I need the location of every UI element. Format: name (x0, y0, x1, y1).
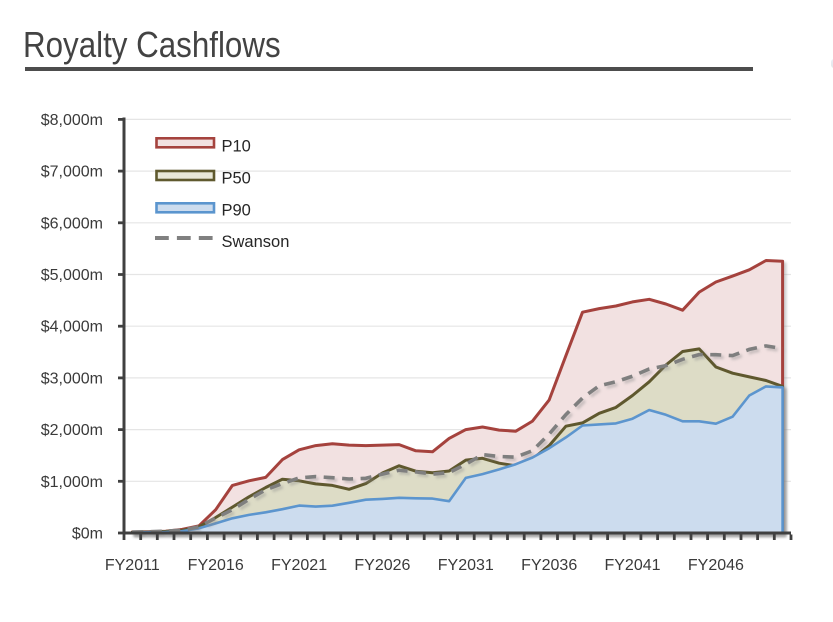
svg-text:FY2031: FY2031 (438, 557, 494, 574)
svg-text:$8,000m: $8,000m (41, 112, 103, 129)
svg-text:$3,000m: $3,000m (41, 370, 103, 387)
svg-text:FY2026: FY2026 (354, 557, 410, 574)
svg-text:Swanson: Swanson (222, 233, 290, 251)
svg-text:FY2011: FY2011 (105, 557, 160, 574)
svg-text:$7,000m: $7,000m (41, 164, 103, 181)
svg-text:P90: P90 (222, 202, 251, 220)
svg-text:P50: P50 (222, 170, 251, 188)
svg-text:FY2036: FY2036 (521, 557, 577, 574)
svg-text:FY2016: FY2016 (188, 557, 244, 574)
svg-text:$0m: $0m (72, 526, 103, 543)
svg-text:$2,000m: $2,000m (41, 422, 103, 439)
svg-text:FY2046: FY2046 (688, 557, 744, 574)
svg-text:$5,000m: $5,000m (41, 267, 103, 284)
svg-text:P10: P10 (222, 138, 251, 156)
svg-text:FY2021: FY2021 (271, 557, 327, 574)
svg-text:$6,000m: $6,000m (41, 215, 103, 232)
svg-text:FY2041: FY2041 (604, 557, 660, 574)
svg-text:$1,000m: $1,000m (41, 474, 103, 491)
svg-text:$4,000m: $4,000m (41, 319, 103, 336)
